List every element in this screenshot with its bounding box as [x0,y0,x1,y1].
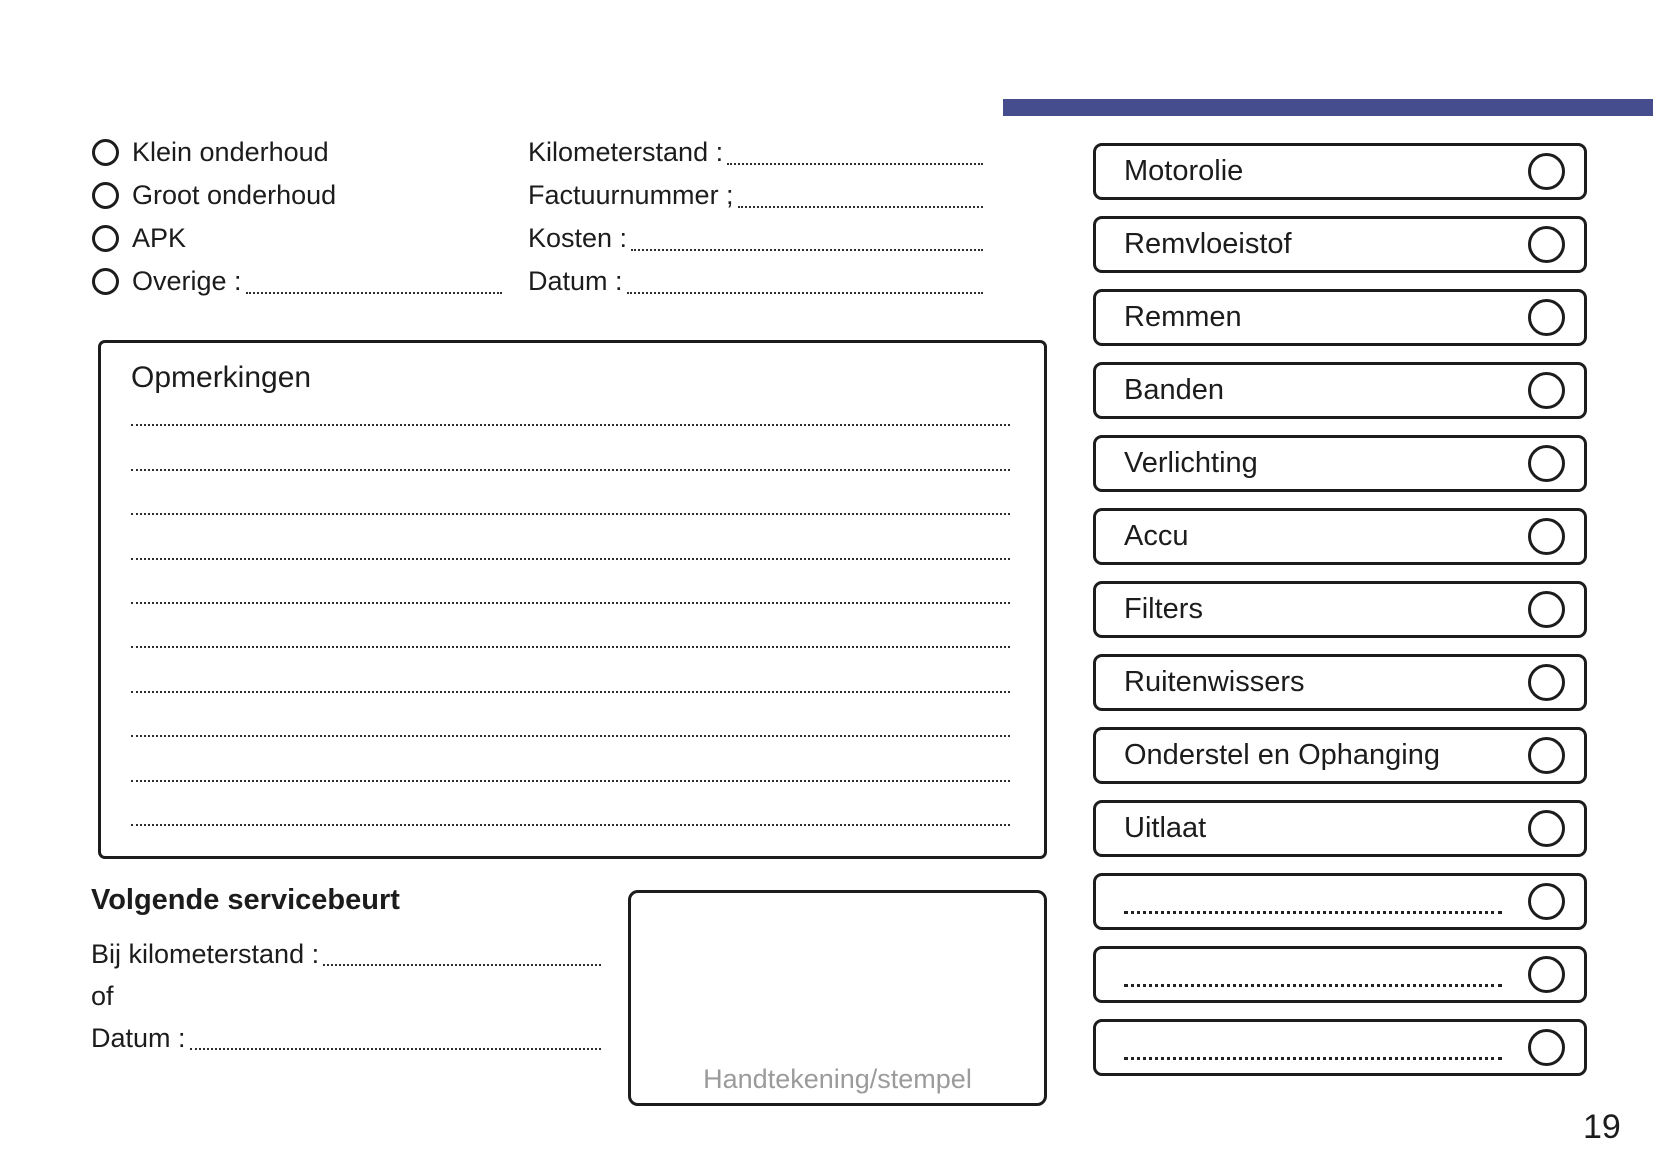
check-circle-icon[interactable] [1528,445,1565,482]
service-option-label: Klein onderhoud [132,137,329,167]
remarks-lines [131,382,1010,826]
checklist-item: Ruitenwissers [1093,654,1587,711]
check-circle-icon[interactable] [1528,372,1565,409]
fill-in-line[interactable] [1124,1057,1502,1060]
check-circle-icon[interactable] [1528,883,1565,920]
invoice-field-label: Kosten : [528,223,628,253]
check-circle-icon[interactable] [1528,810,1565,847]
radio-icon[interactable] [92,139,119,166]
service-option-row: Klein onderhoud [92,131,504,174]
service-type-group: Klein onderhoud Groot onderhoud APK Over… [92,131,504,303]
service-option-label: APK [132,223,187,253]
fill-in-line[interactable] [323,964,601,966]
fill-in-line[interactable] [626,292,983,294]
check-circle-icon[interactable] [1528,737,1565,774]
checklist-item-label: Uitlaat [1124,812,1207,844]
check-circle-icon[interactable] [1528,664,1565,701]
remarks-box: Opmerkingen [98,340,1047,859]
next-service-field-label: Datum : [91,1022,186,1053]
next-service-title: Volgende servicebeurt [91,884,400,916]
checklist-item-label: Verlichting [1124,447,1258,479]
service-option-row: APK [92,217,504,260]
fill-in-line[interactable] [1124,984,1502,987]
fill-in-line[interactable] [189,1048,601,1050]
checklist-item-label: Banden [1124,374,1224,406]
fill-in-line[interactable] [131,737,1010,782]
fill-in-line[interactable] [245,292,502,294]
checklist-item [1093,873,1587,930]
service-option-row: Groot onderhoud [92,174,504,217]
checklist-item-label: Motorolie [1124,155,1244,187]
next-service-field-row: of [91,975,603,1017]
fill-in-line[interactable] [1124,911,1502,914]
fill-in-line[interactable] [131,648,1010,693]
checklist-item-label: Ruitenwissers [1124,666,1305,698]
check-circle-icon[interactable] [1528,299,1565,336]
checklist-item [1093,946,1587,1003]
service-option-label: Groot onderhoud [132,180,337,210]
checklist-item: Filters [1093,581,1587,638]
fill-in-line[interactable] [131,693,1010,738]
check-circle-icon[interactable] [1528,226,1565,263]
service-option-row: Overige : [92,260,504,303]
checklist-item-label: Accu [1124,520,1189,552]
checklist-item: Onderstel en Ophanging [1093,727,1587,784]
page-number: 19 [1583,1108,1621,1146]
checklist-item-label: Filters [1124,593,1203,625]
fill-in-line[interactable] [131,604,1010,649]
next-service-field-label: of [91,980,114,1011]
remarks-title: Opmerkingen [131,361,312,394]
fill-in-line[interactable] [131,382,1010,427]
invoice-field-label: Kilometerstand : [528,137,724,167]
checklist-item-label: Remmen [1124,301,1242,333]
fill-in-line[interactable] [631,249,983,251]
fill-in-line[interactable] [131,782,1010,826]
checklist-item [1093,1019,1587,1076]
checklist-item: Uitlaat [1093,800,1587,857]
checklist-item-label: Remvloeistof [1124,228,1292,260]
next-service-field-row: Bij kilometerstand : [91,933,603,975]
next-service-section: Volgende servicebeurt Bij kilometerstand… [91,884,603,1059]
check-circle-icon[interactable] [1528,518,1565,555]
invoice-field-row: Kilometerstand : [528,131,985,174]
checklist-item: Remmen [1093,289,1587,346]
checklist-item: Remvloeistof [1093,216,1587,273]
invoice-fields-group: Kilometerstand : Factuurnummer ; Kosten … [528,131,985,303]
service-option-label: Overige : [132,266,242,296]
fill-in-line[interactable] [131,515,1010,560]
invoice-field-label: Factuurnummer ; [528,180,734,210]
fill-in-line[interactable] [131,426,1010,471]
fill-in-line[interactable] [727,163,983,165]
radio-icon[interactable] [92,225,119,252]
accent-bar [1003,99,1653,116]
fill-in-line[interactable] [131,471,1010,516]
checklist: Motorolie Remvloeistof Remmen Banden Ver… [1093,143,1587,1092]
invoice-field-row: Kosten : [528,217,985,260]
check-circle-icon[interactable] [1528,1029,1565,1066]
invoice-field-row: Factuurnummer ; [528,174,985,217]
checklist-item: Motorolie [1093,143,1587,200]
invoice-field-row: Datum : [528,260,985,303]
next-service-field-label: Bij kilometerstand : [91,938,320,969]
radio-icon[interactable] [92,268,119,295]
checklist-item: Verlichting [1093,435,1587,492]
fill-in-line[interactable] [131,560,1010,604]
signature-placeholder: Handtekening/stempel [703,1064,972,1094]
check-circle-icon[interactable] [1528,153,1565,190]
invoice-field-label: Datum : [528,266,623,296]
signature-area[interactable]: Handtekening/stempel [628,890,1047,1106]
checklist-item: Accu [1093,508,1587,565]
check-circle-icon[interactable] [1528,591,1565,628]
check-circle-icon[interactable] [1528,956,1565,993]
checklist-item: Banden [1093,362,1587,419]
checklist-item-label: Onderstel en Ophanging [1124,739,1440,771]
radio-icon[interactable] [92,182,119,209]
next-service-field-row: Datum : [91,1017,603,1059]
fill-in-line[interactable] [737,206,983,208]
